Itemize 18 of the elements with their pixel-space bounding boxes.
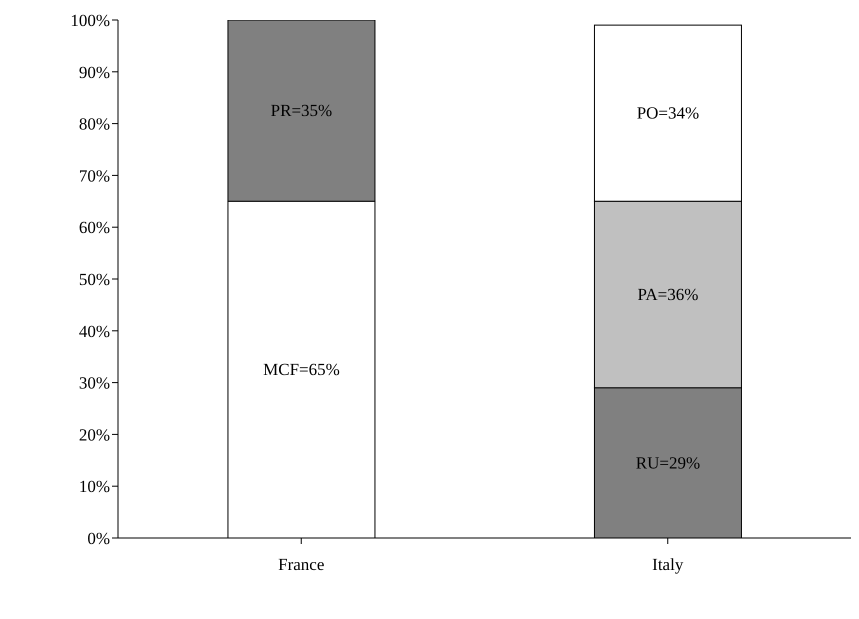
- x-tick-label: Italy: [652, 555, 684, 574]
- data-label: PR=35%: [270, 101, 332, 120]
- data-label: PO=34%: [636, 104, 700, 123]
- y-tick-label: 90%: [78, 62, 110, 82]
- y-tick-label: 100%: [70, 11, 110, 30]
- y-tick-label: 60%: [78, 218, 110, 238]
- x-tick-label: France: [278, 555, 324, 574]
- data-label: PA=36%: [637, 285, 698, 304]
- data-label: RU=29%: [636, 453, 700, 472]
- data-label: MCF=65%: [263, 360, 340, 380]
- y-tick-label: 40%: [78, 322, 110, 341]
- y-tick-label: 20%: [78, 425, 110, 444]
- y-tick-label: 70%: [78, 166, 110, 186]
- y-tick-label: 80%: [78, 114, 110, 134]
- y-tick-label: 30%: [78, 374, 110, 393]
- y-tick-label: 10%: [78, 477, 110, 496]
- y-tick-label: 50%: [78, 270, 110, 290]
- y-tick-label: 0%: [87, 529, 110, 548]
